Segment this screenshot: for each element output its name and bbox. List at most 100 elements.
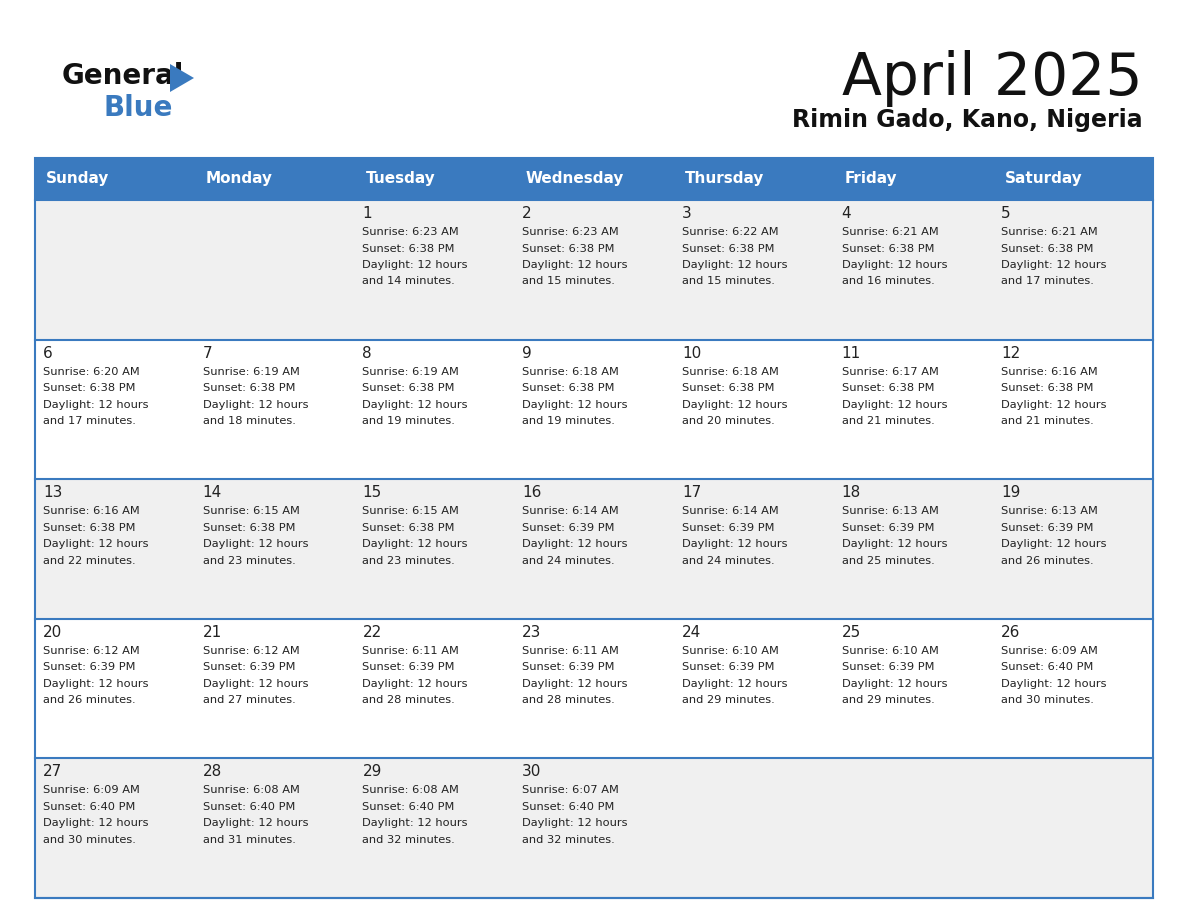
Text: Blue: Blue: [105, 94, 173, 122]
Text: Daylight: 12 hours: Daylight: 12 hours: [43, 678, 148, 688]
Text: Sunset: 6:38 PM: Sunset: 6:38 PM: [362, 522, 455, 532]
Text: Sunset: 6:38 PM: Sunset: 6:38 PM: [43, 522, 135, 532]
Bar: [34, 200, 1154, 340]
Text: and 24 minutes.: and 24 minutes.: [523, 555, 614, 565]
Text: 13: 13: [43, 486, 63, 500]
Text: Sunrise: 6:14 AM: Sunrise: 6:14 AM: [682, 506, 778, 516]
Text: and 23 minutes.: and 23 minutes.: [203, 555, 296, 565]
Text: 12: 12: [1001, 345, 1020, 361]
Text: Sunrise: 6:10 AM: Sunrise: 6:10 AM: [841, 645, 939, 655]
Text: Sunset: 6:40 PM: Sunset: 6:40 PM: [203, 802, 295, 812]
Text: Sunrise: 6:11 AM: Sunrise: 6:11 AM: [362, 645, 460, 655]
Text: Daylight: 12 hours: Daylight: 12 hours: [1001, 399, 1107, 409]
Text: Sunset: 6:39 PM: Sunset: 6:39 PM: [841, 522, 934, 532]
Text: Sunset: 6:40 PM: Sunset: 6:40 PM: [523, 802, 614, 812]
Text: Daylight: 12 hours: Daylight: 12 hours: [1001, 260, 1107, 270]
Text: Sunset: 6:38 PM: Sunset: 6:38 PM: [362, 243, 455, 253]
Text: and 32 minutes.: and 32 minutes.: [362, 834, 455, 845]
Text: Daylight: 12 hours: Daylight: 12 hours: [362, 399, 468, 409]
Text: 10: 10: [682, 345, 701, 361]
Bar: [993, 158, 1154, 200]
Bar: [514, 158, 674, 200]
Text: 11: 11: [841, 345, 861, 361]
Text: Daylight: 12 hours: Daylight: 12 hours: [682, 539, 788, 549]
Text: Wednesday: Wednesday: [525, 172, 624, 186]
Text: Daylight: 12 hours: Daylight: 12 hours: [841, 539, 947, 549]
Text: Tuesday: Tuesday: [366, 172, 435, 186]
Text: and 32 minutes.: and 32 minutes.: [523, 834, 615, 845]
Text: Sunrise: 6:22 AM: Sunrise: 6:22 AM: [682, 227, 778, 237]
Text: Sunset: 6:38 PM: Sunset: 6:38 PM: [841, 243, 934, 253]
Text: Sunrise: 6:18 AM: Sunrise: 6:18 AM: [523, 366, 619, 376]
Text: 15: 15: [362, 486, 381, 500]
Text: 23: 23: [523, 625, 542, 640]
Text: 30: 30: [523, 765, 542, 779]
Text: Daylight: 12 hours: Daylight: 12 hours: [523, 399, 627, 409]
Text: Sunset: 6:39 PM: Sunset: 6:39 PM: [43, 662, 135, 672]
Text: Sunday: Sunday: [46, 172, 109, 186]
Text: Daylight: 12 hours: Daylight: 12 hours: [43, 399, 148, 409]
Text: Saturday: Saturday: [1005, 172, 1082, 186]
Text: Daylight: 12 hours: Daylight: 12 hours: [203, 819, 308, 828]
Text: Daylight: 12 hours: Daylight: 12 hours: [841, 678, 947, 688]
Text: Daylight: 12 hours: Daylight: 12 hours: [1001, 539, 1107, 549]
Text: and 15 minutes.: and 15 minutes.: [682, 276, 775, 286]
Text: Daylight: 12 hours: Daylight: 12 hours: [362, 819, 468, 828]
Text: 29: 29: [362, 765, 381, 779]
Text: Sunset: 6:40 PM: Sunset: 6:40 PM: [43, 802, 135, 812]
Text: Sunset: 6:38 PM: Sunset: 6:38 PM: [523, 243, 614, 253]
Text: Sunset: 6:40 PM: Sunset: 6:40 PM: [362, 802, 455, 812]
Text: 19: 19: [1001, 486, 1020, 500]
Text: Sunrise: 6:16 AM: Sunrise: 6:16 AM: [43, 506, 140, 516]
Text: Friday: Friday: [845, 172, 897, 186]
Text: and 19 minutes.: and 19 minutes.: [523, 416, 615, 426]
Text: and 16 minutes.: and 16 minutes.: [841, 276, 934, 286]
Text: Sunset: 6:39 PM: Sunset: 6:39 PM: [523, 522, 614, 532]
Text: Daylight: 12 hours: Daylight: 12 hours: [523, 260, 627, 270]
Text: Sunrise: 6:07 AM: Sunrise: 6:07 AM: [523, 786, 619, 795]
Text: and 25 minutes.: and 25 minutes.: [841, 555, 934, 565]
Text: and 17 minutes.: and 17 minutes.: [1001, 276, 1094, 286]
Bar: [354, 158, 514, 200]
Text: and 29 minutes.: and 29 minutes.: [841, 695, 934, 705]
Text: 16: 16: [523, 486, 542, 500]
Text: Daylight: 12 hours: Daylight: 12 hours: [203, 678, 308, 688]
Text: Daylight: 12 hours: Daylight: 12 hours: [43, 539, 148, 549]
Text: Daylight: 12 hours: Daylight: 12 hours: [682, 399, 788, 409]
Bar: [34, 619, 1154, 758]
Text: 2: 2: [523, 206, 532, 221]
Text: Sunrise: 6:14 AM: Sunrise: 6:14 AM: [523, 506, 619, 516]
Bar: [34, 158, 195, 200]
Text: Sunrise: 6:23 AM: Sunrise: 6:23 AM: [523, 227, 619, 237]
Text: Daylight: 12 hours: Daylight: 12 hours: [203, 539, 308, 549]
Text: Sunrise: 6:15 AM: Sunrise: 6:15 AM: [203, 506, 299, 516]
Text: and 24 minutes.: and 24 minutes.: [682, 555, 775, 565]
Text: Rimin Gado, Kano, Nigeria: Rimin Gado, Kano, Nigeria: [792, 108, 1143, 132]
Text: Sunrise: 6:11 AM: Sunrise: 6:11 AM: [523, 645, 619, 655]
Text: and 17 minutes.: and 17 minutes.: [43, 416, 135, 426]
Text: and 23 minutes.: and 23 minutes.: [362, 555, 455, 565]
Text: Daylight: 12 hours: Daylight: 12 hours: [523, 539, 627, 549]
Text: Sunset: 6:38 PM: Sunset: 6:38 PM: [841, 383, 934, 393]
Text: Sunset: 6:38 PM: Sunset: 6:38 PM: [1001, 383, 1094, 393]
Text: Sunrise: 6:21 AM: Sunrise: 6:21 AM: [841, 227, 939, 237]
Text: Sunrise: 6:13 AM: Sunrise: 6:13 AM: [841, 506, 939, 516]
Text: Sunset: 6:38 PM: Sunset: 6:38 PM: [682, 383, 775, 393]
Text: Daylight: 12 hours: Daylight: 12 hours: [523, 819, 627, 828]
Text: and 28 minutes.: and 28 minutes.: [362, 695, 455, 705]
Text: 21: 21: [203, 625, 222, 640]
Text: 22: 22: [362, 625, 381, 640]
Text: Sunset: 6:38 PM: Sunset: 6:38 PM: [203, 522, 295, 532]
Text: and 31 minutes.: and 31 minutes.: [203, 834, 296, 845]
Text: Sunset: 6:39 PM: Sunset: 6:39 PM: [841, 662, 934, 672]
Text: 8: 8: [362, 345, 372, 361]
Text: Sunset: 6:38 PM: Sunset: 6:38 PM: [682, 243, 775, 253]
Text: and 19 minutes.: and 19 minutes.: [362, 416, 455, 426]
Text: and 27 minutes.: and 27 minutes.: [203, 695, 296, 705]
Text: 3: 3: [682, 206, 691, 221]
Text: Sunrise: 6:15 AM: Sunrise: 6:15 AM: [362, 506, 460, 516]
Text: Daylight: 12 hours: Daylight: 12 hours: [682, 678, 788, 688]
Bar: [834, 158, 993, 200]
Text: Sunset: 6:38 PM: Sunset: 6:38 PM: [1001, 243, 1094, 253]
Text: Daylight: 12 hours: Daylight: 12 hours: [362, 260, 468, 270]
